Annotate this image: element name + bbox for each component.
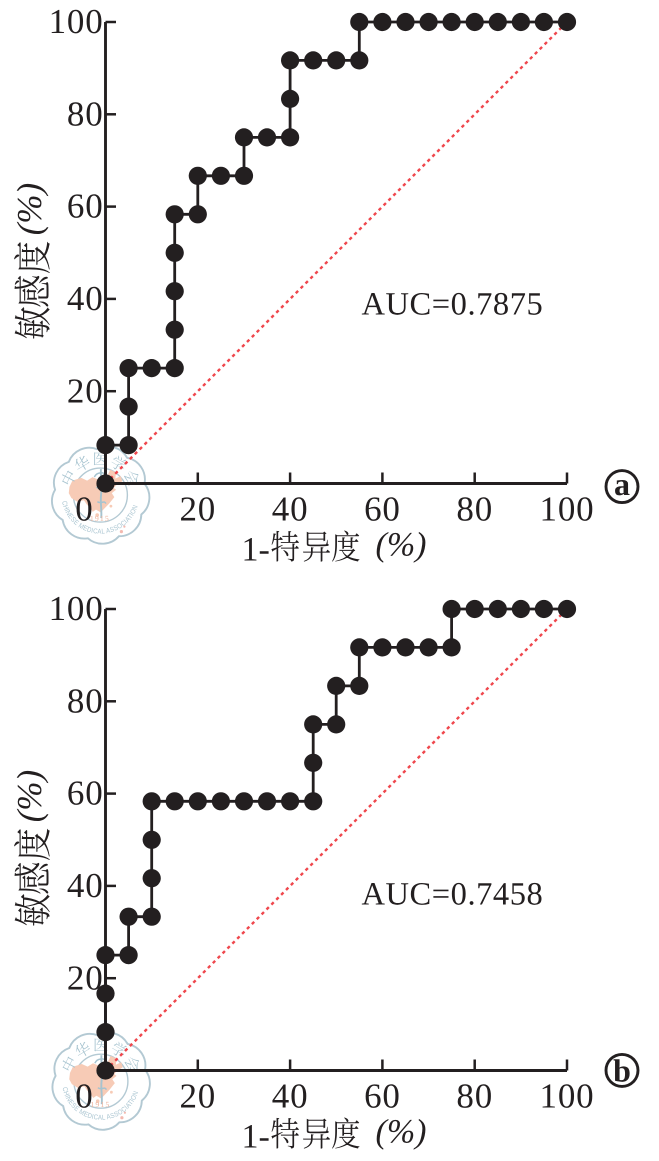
svg-text:0: 0: [75, 1077, 93, 1116]
svg-text:1915: 1915: [90, 514, 110, 523]
svg-text:(%): (%): [10, 183, 49, 235]
svg-text:20: 20: [179, 490, 216, 529]
svg-text:20: 20: [67, 958, 104, 997]
svg-text:100: 100: [49, 589, 104, 628]
svg-text:a: a: [614, 466, 630, 502]
svg-text:80: 80: [456, 1077, 493, 1116]
svg-text:60: 60: [67, 774, 104, 813]
svg-text:AUC=0.7458: AUC=0.7458: [362, 877, 544, 913]
svg-text:100: 100: [540, 490, 595, 529]
svg-text:60: 60: [67, 187, 104, 226]
svg-text:20: 20: [179, 1077, 216, 1116]
svg-text:(%): (%): [376, 527, 427, 564]
svg-text:(%): (%): [10, 770, 49, 822]
svg-text:80: 80: [67, 94, 104, 133]
svg-text:(%): (%): [376, 1114, 427, 1151]
svg-text:b: b: [613, 1053, 631, 1089]
svg-text:80: 80: [456, 490, 493, 529]
svg-text:1-: 1-: [242, 532, 270, 569]
svg-text:80: 80: [67, 681, 104, 720]
svg-text:40: 40: [272, 1077, 309, 1116]
svg-text:40: 40: [67, 866, 104, 905]
svg-text:60: 60: [364, 1077, 401, 1116]
svg-text:40: 40: [272, 490, 309, 529]
svg-text:100: 100: [540, 1077, 595, 1116]
svg-text:20: 20: [67, 371, 104, 410]
svg-text:1-: 1-: [242, 1119, 270, 1156]
svg-text:100: 100: [49, 2, 104, 41]
svg-text:1915: 1915: [90, 1100, 110, 1109]
svg-text:0: 0: [75, 490, 93, 529]
svg-text:60: 60: [364, 490, 401, 529]
svg-text:40: 40: [67, 279, 104, 318]
svg-text:AUC=0.7875: AUC=0.7875: [362, 287, 544, 323]
